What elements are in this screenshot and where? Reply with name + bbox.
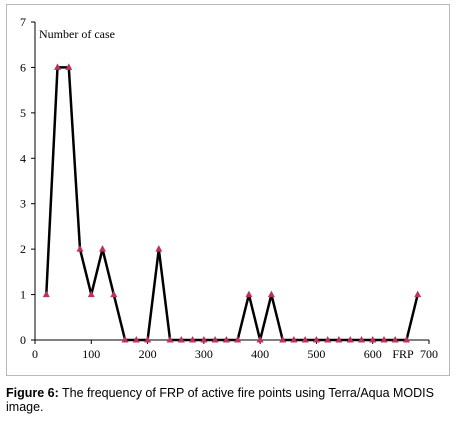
data-point-marker: [369, 336, 377, 343]
caption-text: The frequency of FRP of active fire poin…: [6, 386, 434, 414]
x-tick-label: 100: [82, 347, 100, 361]
data-point-marker: [267, 290, 275, 298]
y-ticks: 0 1 2 3 4 5 6 7: [20, 15, 35, 347]
y-tick-label: 2: [20, 242, 26, 256]
data-point-marker: [222, 336, 230, 343]
data-point-marker: [189, 336, 197, 343]
data-point-marker: [414, 290, 422, 298]
data-point-marker: [403, 336, 410, 343]
data-point-marker: [301, 336, 309, 343]
figure-caption: Figure 6: The frequency of FRP of active…: [6, 386, 452, 414]
y-tick-label: 0: [20, 333, 26, 347]
x-tick-label: 400: [251, 347, 269, 361]
y-tick-label: 1: [20, 288, 26, 302]
frp-frequency-chart: 0 1 2 3 4 5 6 7 0 100 200 300 400 500 600 700 Number o…: [20, 15, 438, 361]
data-point-marker: [346, 336, 354, 343]
data-point-marker: [65, 63, 73, 70]
data-point-marker: [200, 336, 208, 343]
data-point-marker: [177, 336, 185, 343]
x-axis-label: FRP: [392, 347, 414, 361]
x-tick-label: 700: [420, 347, 438, 361]
y-tick-label: 7: [20, 15, 26, 29]
data-point-marker: [358, 336, 365, 343]
x-tick-label: 500: [307, 347, 325, 361]
series-line: [45, 66, 419, 342]
x-tick-label: 200: [139, 347, 157, 361]
data-point-marker: [121, 336, 129, 343]
x-ticks: 0 100 200 300 400 500 600 700: [32, 340, 438, 361]
y-tick-label: 5: [20, 106, 26, 120]
chart-axes: [34, 22, 429, 341]
data-point-marker: [380, 336, 388, 343]
chart-frame: [6, 4, 450, 376]
series-line-group: [45, 66, 419, 342]
data-point-marker: [42, 290, 50, 298]
x-tick-label: 600: [364, 347, 382, 361]
data-point-marker: [290, 336, 298, 343]
x-tick-label: 300: [195, 347, 213, 361]
data-point-marker: [144, 336, 152, 343]
data-point-marker: [324, 336, 332, 343]
data-point-marker: [99, 245, 106, 252]
y-tick-label: 4: [20, 151, 26, 165]
data-point-marker: [166, 336, 174, 343]
y-tick-label: 3: [20, 197, 26, 211]
data-point-marker: [256, 336, 264, 343]
data-point-marker: [211, 336, 219, 343]
x-tick-label: 0: [32, 347, 38, 361]
data-point-marker: [279, 336, 287, 343]
data-point-marker: [245, 290, 253, 298]
data-point-marker: [87, 290, 95, 298]
series-markers: [42, 63, 422, 343]
y-axis-label: Number of case: [39, 27, 115, 41]
y-tick-label: 6: [20, 60, 26, 74]
data-point-marker: [234, 336, 242, 343]
data-point-marker: [155, 245, 163, 252]
data-point-marker: [132, 336, 140, 343]
data-point-marker: [391, 336, 399, 343]
caption-label: Figure 6:: [6, 386, 59, 400]
data-point-marker: [54, 63, 61, 70]
data-point-marker: [312, 336, 320, 343]
data-point-marker: [110, 290, 118, 298]
data-point-marker: [76, 245, 84, 252]
data-point-marker: [335, 336, 343, 343]
